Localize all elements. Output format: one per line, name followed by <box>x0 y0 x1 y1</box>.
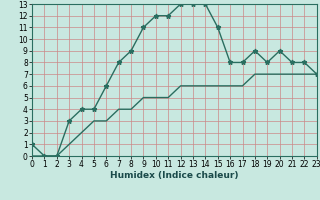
X-axis label: Humidex (Indice chaleur): Humidex (Indice chaleur) <box>110 171 239 180</box>
